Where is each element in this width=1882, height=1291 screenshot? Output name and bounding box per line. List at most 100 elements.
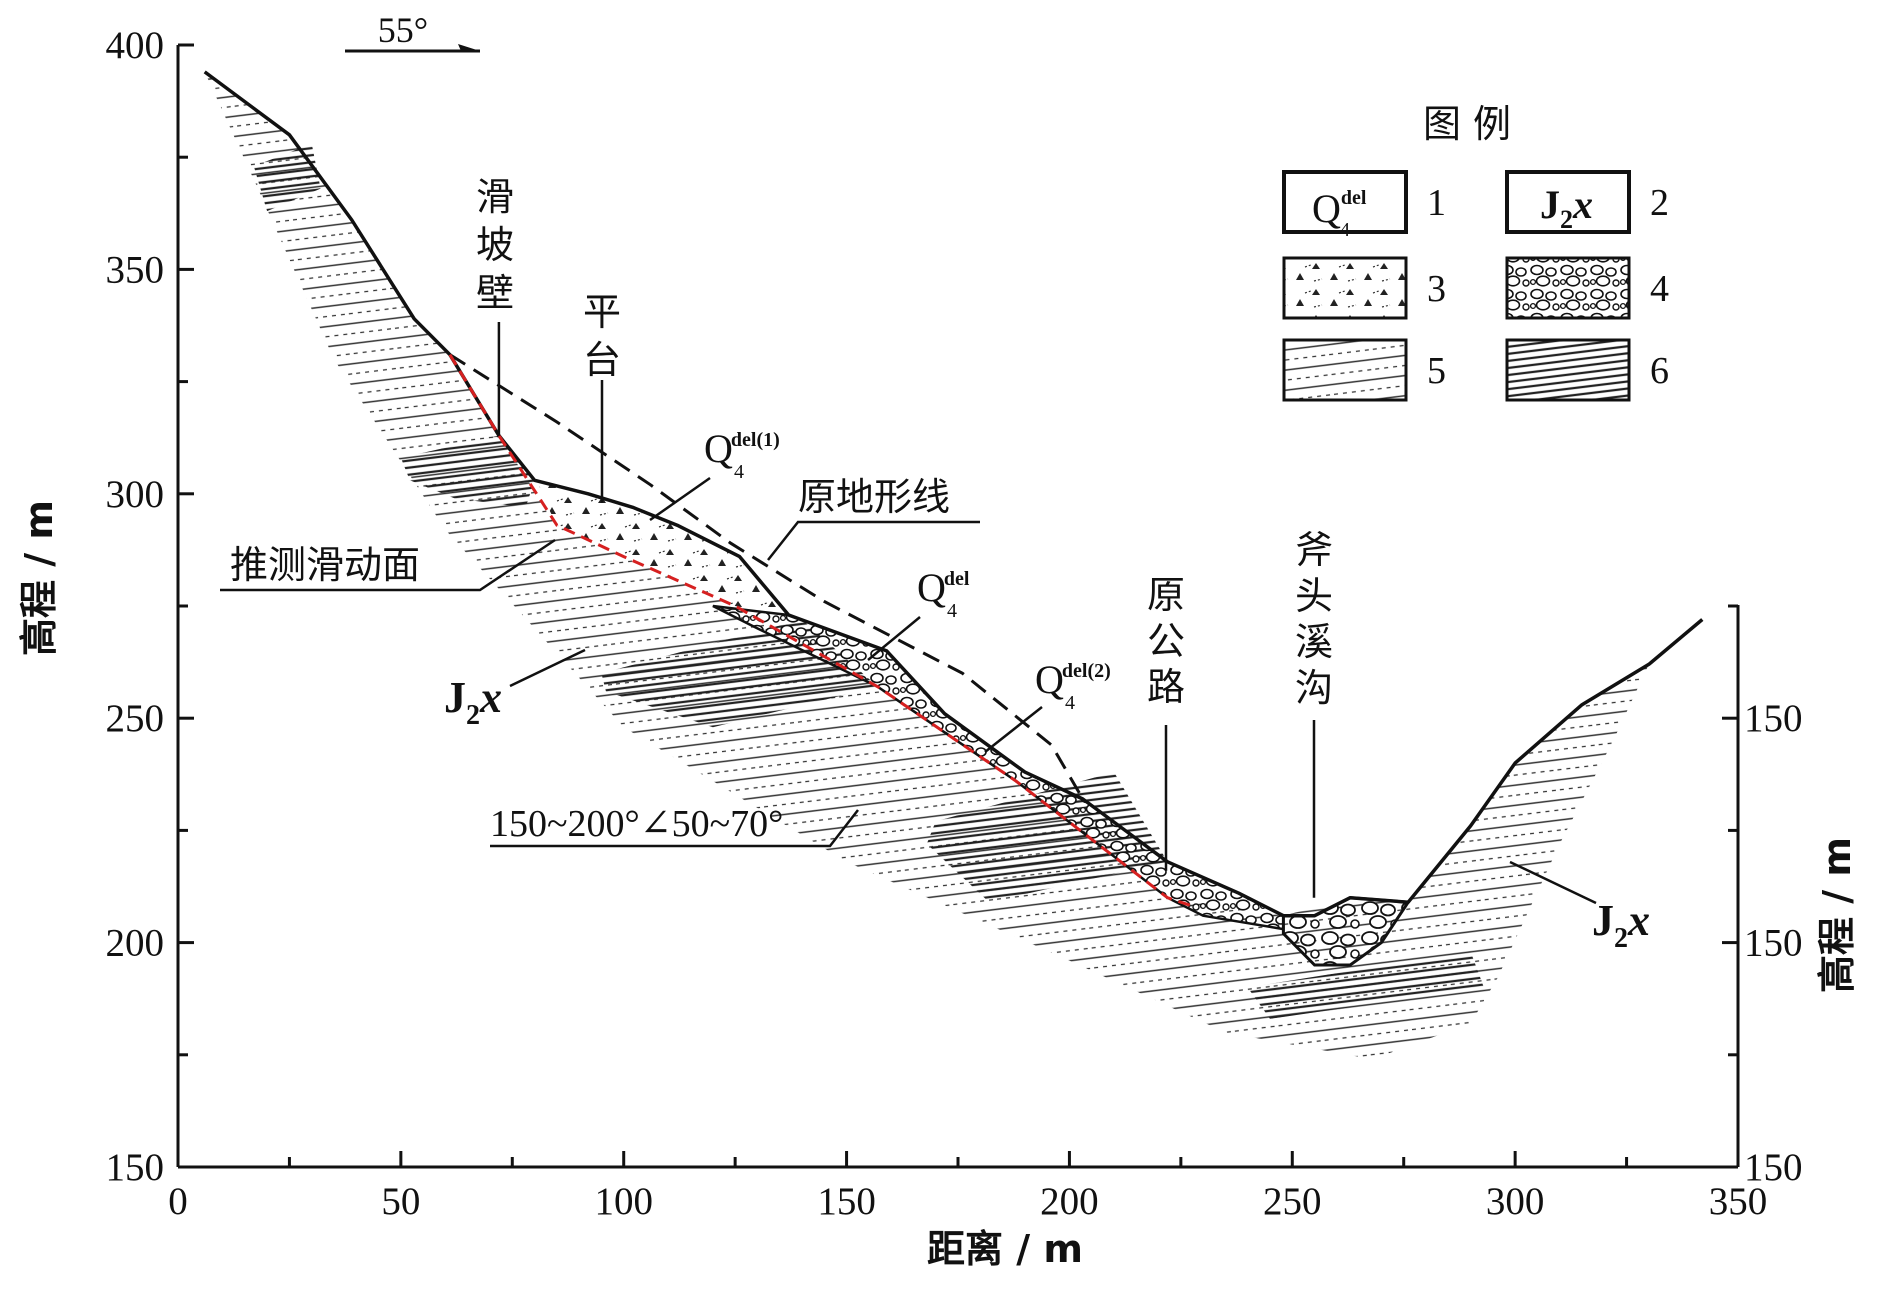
leg-j: J bbox=[1540, 182, 1560, 227]
legend-swatch-2 bbox=[1505, 170, 1631, 234]
legend-swatch-1 bbox=[1282, 170, 1408, 234]
landslide-wall-label: 壁 bbox=[476, 271, 514, 315]
q4del1-label-sup: del(1) bbox=[731, 429, 780, 451]
gully-label: 头 bbox=[1295, 574, 1333, 618]
leg-2: 2 bbox=[1560, 205, 1573, 234]
right-tick-label: 150 bbox=[1744, 922, 1803, 965]
sliding-surface-label: 推测滑动面 bbox=[230, 543, 420, 587]
legend-num-3: 3 bbox=[1427, 268, 1446, 310]
legend-num-6: 6 bbox=[1650, 350, 1669, 392]
direction-arrow-head bbox=[458, 44, 480, 51]
x-tick-label: 150 bbox=[817, 1180, 876, 1223]
q4del2-label-sup: del(2) bbox=[1062, 660, 1111, 682]
y-tick-label: 400 bbox=[106, 24, 165, 67]
x-tick-label: 50 bbox=[381, 1180, 420, 1223]
bedrock-label-right-x: x bbox=[1627, 896, 1650, 945]
bedrock-label-left-x: x bbox=[479, 673, 502, 722]
legend-num-1: 1 bbox=[1427, 182, 1446, 224]
bedrock-label-left-sub: 2 bbox=[466, 700, 480, 731]
legend-num-4: 4 bbox=[1650, 268, 1669, 310]
leg-q: Q bbox=[1312, 186, 1341, 231]
annotations: 55°滑坡壁 平台原地形线推测滑动面J2xJ2x150~200°∠50~70°Qd… bbox=[220, 10, 1650, 954]
sliding-leader bbox=[220, 538, 556, 592]
direction-label: 55° bbox=[378, 10, 428, 50]
y-axis-title: 高程 / m bbox=[17, 500, 61, 656]
right-y-axis-title: 高程 / m bbox=[1815, 837, 1859, 993]
legend-j2x-symbol: J2x bbox=[1540, 182, 1593, 234]
bedrock-label-right: J2x bbox=[1592, 896, 1650, 954]
bedrock-layer bbox=[204, 71, 1703, 1060]
y-tick-label: 300 bbox=[106, 473, 165, 516]
legend-q4del-symbol: Qdel 4 bbox=[1312, 186, 1367, 241]
q4del1-leader bbox=[649, 476, 711, 522]
q4del2-label-q: Q bbox=[1035, 657, 1064, 702]
original-terrain-line bbox=[449, 353, 1085, 800]
q4del2-label-sub: 4 bbox=[1065, 692, 1075, 714]
x-axis-title: 距离 / m bbox=[927, 1227, 1083, 1271]
leg-sub: 4 bbox=[1340, 219, 1350, 241]
legend-swatch-4 bbox=[1505, 256, 1631, 320]
q4del-label-q: Q bbox=[917, 565, 946, 610]
leg-x: x bbox=[1572, 182, 1593, 227]
profile-lines bbox=[203, 70, 1704, 918]
q4del2-leader bbox=[984, 706, 1043, 753]
y-tick-label: 200 bbox=[106, 922, 165, 965]
q4del-leader bbox=[867, 616, 921, 661]
legend-swatch-3 bbox=[1282, 256, 1408, 320]
old-road-label: 原 bbox=[1147, 573, 1185, 617]
q4del1-label: Qdel(1) 4 bbox=[704, 426, 780, 483]
x-tick-label: 0 bbox=[168, 1180, 188, 1223]
mudstone-band bbox=[253, 143, 321, 212]
x-tick-label: 350 bbox=[1709, 1180, 1768, 1223]
rubble-deposit bbox=[534, 480, 789, 615]
legend-swatch-5 bbox=[1282, 338, 1408, 402]
q4del-label: Qdel 4 bbox=[917, 565, 970, 622]
landslide-wall-label: 坡 bbox=[476, 223, 514, 267]
gully-label: 溪 bbox=[1295, 620, 1333, 664]
axes: 0 50 100 150 200 250 300 3501502002503003504001… bbox=[17, 24, 1859, 1271]
right-tick-label: 150 bbox=[1744, 697, 1803, 740]
y-tick-label: 150 bbox=[106, 1146, 165, 1189]
q4del-label-sub: 4 bbox=[947, 600, 957, 622]
original-terrain-label: 原地形线 bbox=[798, 475, 950, 519]
platform-label: 平 bbox=[583, 290, 621, 334]
ground-profile-line bbox=[203, 70, 1704, 918]
bedrock-label-right-sub: 2 bbox=[1614, 923, 1628, 954]
legend-swatch-6 bbox=[1505, 338, 1631, 402]
sliding-surface-line bbox=[448, 353, 1195, 909]
terrain-leader bbox=[767, 520, 980, 561]
x-tick-label: 300 bbox=[1486, 1180, 1545, 1223]
q4del-label-sup: del bbox=[944, 568, 970, 590]
gully-label: 斧 bbox=[1295, 528, 1333, 572]
x-tick-label: 200 bbox=[1040, 1180, 1099, 1223]
dip-attitude-label: 150~200°∠50~70° bbox=[490, 803, 783, 845]
right-tick-label: 150 bbox=[1744, 1146, 1803, 1189]
legend-num-2: 2 bbox=[1650, 182, 1669, 224]
bedrock-label-right-j: J bbox=[1592, 896, 1614, 945]
x-tick-label: 250 bbox=[1263, 1180, 1322, 1223]
leg-sup: del bbox=[1341, 187, 1367, 209]
legend-title: 图 例 bbox=[1423, 102, 1511, 146]
x-tick-label: 100 bbox=[594, 1180, 653, 1223]
mudstone-band bbox=[926, 772, 1168, 903]
sandstone-body bbox=[204, 71, 1703, 1060]
dip-leader bbox=[490, 809, 859, 848]
q4del2-label: Qdel(2) 4 bbox=[1035, 657, 1111, 714]
legend-num-5: 5 bbox=[1427, 350, 1446, 392]
old-road-label: 路 bbox=[1147, 665, 1185, 709]
j2x-right-leader bbox=[1509, 860, 1597, 905]
bedrock-label-left: J2x bbox=[444, 673, 502, 731]
y-tick-label: 350 bbox=[106, 248, 165, 291]
y-tick-label: 250 bbox=[106, 697, 165, 740]
old-road-label: 公 bbox=[1147, 619, 1185, 663]
mudstone-band bbox=[1247, 951, 1484, 1019]
q4del1-label-q: Q bbox=[704, 426, 733, 471]
gully-label: 沟 bbox=[1295, 666, 1333, 710]
q4del1-label-sub: 4 bbox=[734, 461, 744, 483]
platform-label: 台 bbox=[583, 338, 621, 382]
mudstone-band bbox=[400, 435, 535, 508]
bedrock-label-left-j: J bbox=[444, 673, 466, 722]
